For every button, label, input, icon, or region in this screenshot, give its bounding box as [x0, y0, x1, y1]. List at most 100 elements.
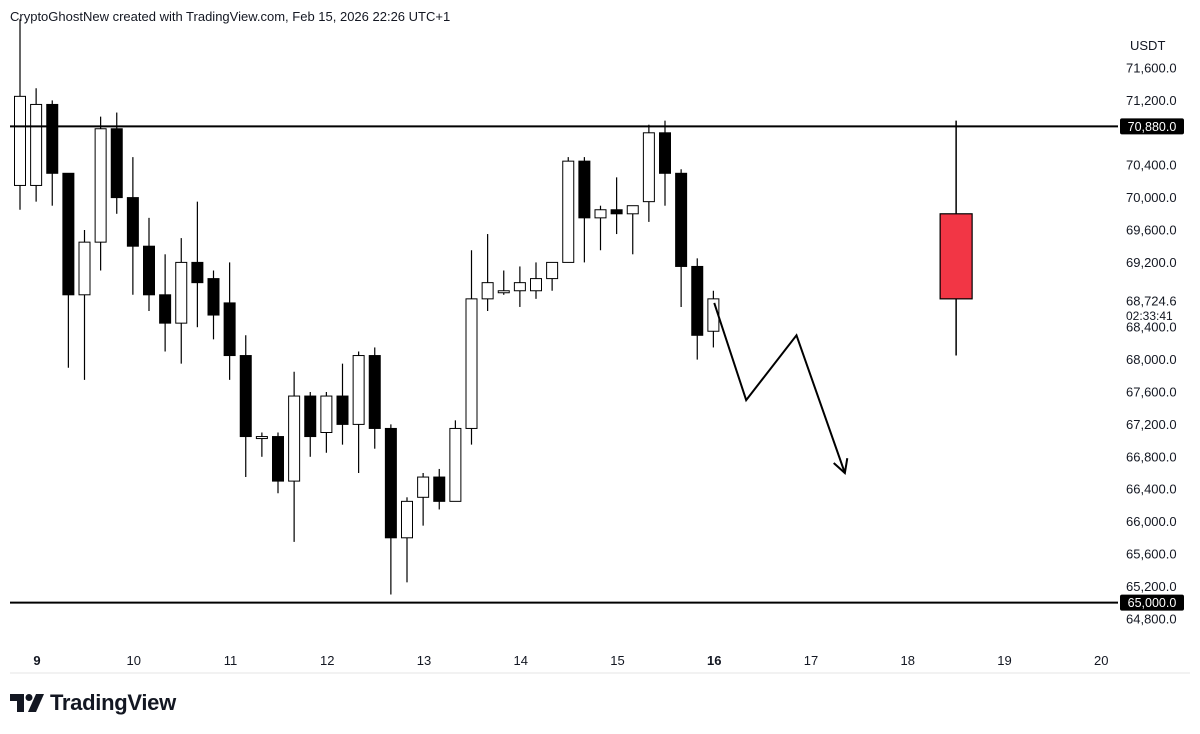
candle-body [594, 209, 607, 219]
candle-body [255, 436, 268, 440]
chart-header-text: CryptoGhostNew created with TradingView.… [10, 9, 451, 24]
x-tick-label: 16 [707, 653, 721, 668]
candle [191, 201, 204, 328]
candle-body [94, 128, 107, 243]
candle [530, 262, 542, 299]
candle [78, 230, 91, 380]
candle-body [417, 476, 430, 498]
y-tick-label: 70,400.0 [1126, 158, 1177, 173]
y-tick-label: 64,800.0 [1126, 611, 1177, 626]
candle-body [239, 355, 252, 438]
x-tick-label: 10 [127, 653, 141, 668]
candle-body [126, 197, 139, 247]
level-price-label: 65,000.0 [1128, 596, 1177, 610]
candle [691, 258, 704, 360]
candle-body [401, 500, 413, 539]
candle-body [675, 172, 688, 267]
candle [481, 234, 494, 311]
candle [562, 157, 575, 263]
candle-body [62, 172, 75, 296]
tradingview-wordmark: TradingView [50, 690, 176, 715]
candle-body [481, 282, 494, 300]
candle [417, 473, 430, 526]
x-tick-label: 20 [1094, 653, 1108, 668]
x-tick-label: 14 [514, 653, 528, 668]
axis-labels-layer: 70,880.0 65,000.0 [1120, 118, 1184, 611]
candle-body [384, 427, 397, 539]
candle-body [691, 265, 704, 336]
candle [207, 270, 220, 340]
candle-body [159, 294, 172, 324]
y-tick-label: 65,600.0 [1126, 547, 1177, 562]
x-tick-label: 15 [610, 653, 624, 668]
candle [626, 205, 639, 255]
candle [223, 262, 236, 380]
candle [433, 468, 446, 510]
candles-layer [14, 19, 720, 595]
x-tick-label: 12 [320, 653, 334, 668]
y-tick-label: 69,200.0 [1126, 255, 1177, 270]
forecast-candle-body [939, 213, 973, 300]
price-axis[interactable]: USDT 71,600.0 71,200.0 70,400.0 70,000.0 69,… [1126, 38, 1177, 626]
candle-body [465, 298, 478, 429]
candle [352, 351, 365, 473]
candle [175, 238, 188, 364]
candle [594, 205, 607, 251]
y-tick-label: 67,600.0 [1126, 385, 1177, 400]
candle-body [143, 245, 155, 296]
candle [320, 392, 333, 453]
candle-body [320, 395, 333, 433]
y-tick-label: 66,800.0 [1126, 449, 1177, 464]
candle-body [223, 302, 236, 357]
tradingview-logo-icon [10, 694, 44, 712]
y-tick-label: 69,600.0 [1126, 223, 1177, 238]
candle-body [433, 476, 446, 502]
candle-body [449, 427, 462, 502]
x-tick-label: 13 [417, 653, 431, 668]
candle [126, 157, 139, 295]
tradingview-brand: TradingView [10, 690, 176, 716]
x-tick-label: 9 [33, 653, 40, 668]
y-tick-label: 67,200.0 [1126, 417, 1177, 432]
candle-body [642, 132, 655, 203]
candle [384, 424, 397, 595]
forecast-candle [939, 120, 973, 356]
candle [449, 420, 462, 502]
candle-body [336, 395, 349, 425]
candle [610, 177, 623, 235]
projection-layer [713, 120, 973, 475]
candle-body [626, 205, 639, 215]
candle [707, 290, 720, 348]
candle-body [175, 261, 188, 324]
candle-body [191, 261, 204, 284]
candle [675, 169, 688, 307]
currency-label: USDT [1130, 38, 1165, 53]
y-tick-label: 68,000.0 [1126, 352, 1177, 367]
projection-arrowhead [833, 458, 849, 475]
x-tick-label: 19 [997, 653, 1011, 668]
x-tick-label: 11 [224, 653, 238, 668]
time-axis[interactable]: 9 10 11 12 13 14 15 16 17 18 19 20 [33, 653, 1108, 668]
y-tick-label: 71,200.0 [1126, 93, 1177, 108]
candle-body [288, 395, 301, 482]
last-price-label: 68,724.6 [1126, 293, 1177, 308]
candle-body [46, 103, 59, 174]
y-tick-label: 68,400.0 [1126, 320, 1177, 335]
countdown-label: 02:33:41 [1126, 309, 1173, 323]
candle [401, 497, 413, 583]
candle-body [78, 241, 91, 296]
candle [642, 124, 655, 222]
candle [546, 261, 559, 291]
candle [288, 371, 301, 542]
candle-body [513, 282, 526, 292]
candle [304, 392, 317, 457]
level-price-tag [1120, 594, 1184, 611]
candle-body [30, 103, 43, 186]
candle [336, 363, 349, 445]
level-price-label: 70,880.0 [1128, 120, 1177, 134]
candle [659, 120, 671, 206]
y-tick-label: 66,400.0 [1126, 482, 1177, 497]
candle-body [368, 355, 381, 429]
candle-body [14, 95, 26, 186]
